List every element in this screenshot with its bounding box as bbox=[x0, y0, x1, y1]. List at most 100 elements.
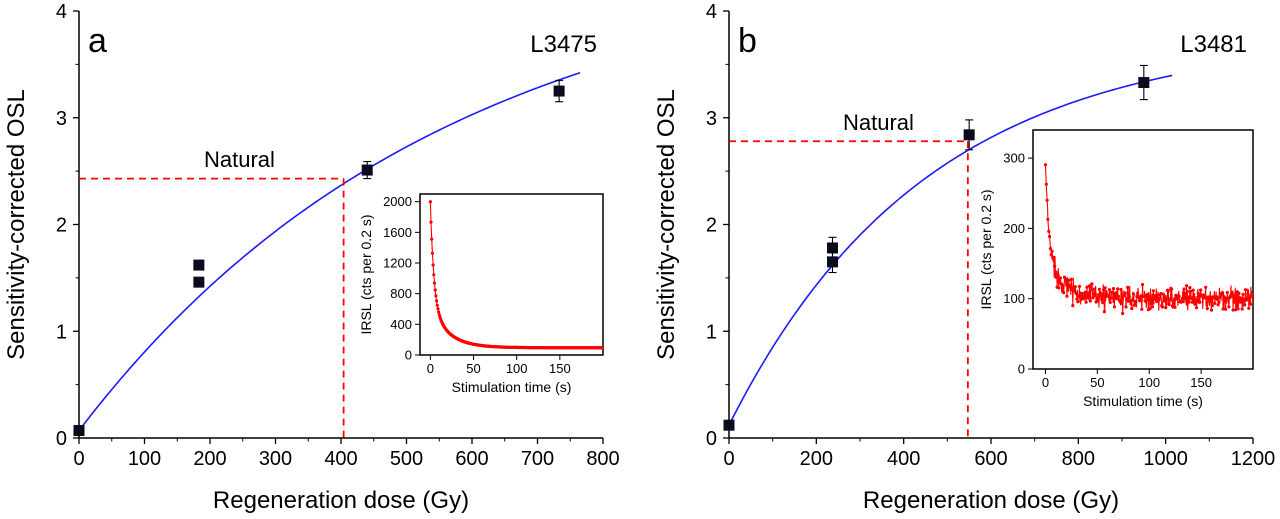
inset-decay-point bbox=[1182, 287, 1186, 291]
inset-decay-point bbox=[433, 288, 437, 292]
inset-decay-point bbox=[1146, 292, 1150, 296]
inset-decay-point bbox=[1205, 307, 1209, 311]
inset-decay-point bbox=[1232, 293, 1236, 297]
inset-decay-point bbox=[1044, 182, 1048, 186]
inset-decay-point bbox=[1046, 217, 1050, 221]
inset-decay-point bbox=[1247, 306, 1251, 310]
inset-decay-point bbox=[435, 303, 439, 307]
inset-decay-point bbox=[1103, 286, 1107, 290]
inset-decay-point bbox=[436, 307, 440, 311]
inset-decay-point bbox=[1217, 300, 1221, 304]
inset-decay-point bbox=[1161, 292, 1165, 296]
inset-decay-point bbox=[1143, 299, 1147, 303]
inset-decay-point bbox=[1065, 294, 1069, 298]
inset-decay-point bbox=[1136, 291, 1140, 295]
inset-decay-point bbox=[1049, 253, 1053, 257]
inset-decay-point bbox=[432, 281, 437, 285]
inset-decay-point bbox=[1199, 288, 1203, 292]
inset-decay-point bbox=[1250, 292, 1253, 296]
x-tick-label: 200 bbox=[800, 448, 833, 470]
inset-y-tick-label: 1600 bbox=[383, 225, 412, 240]
inset-decay-point bbox=[1234, 308, 1238, 312]
panel-label: b bbox=[738, 22, 757, 60]
inset-y-axis-title: IRSL (cts per 0.2 s) bbox=[358, 214, 374, 334]
inset-decay-point bbox=[1167, 302, 1171, 307]
inset-decay-point bbox=[1080, 291, 1084, 295]
inset-decay-point bbox=[1097, 287, 1101, 291]
inset-decay-point bbox=[1141, 283, 1145, 287]
inset-decay-point bbox=[1243, 288, 1248, 292]
inset-decay-point bbox=[1173, 305, 1177, 309]
data-point bbox=[826, 242, 838, 254]
inset-x-tick-label: 150 bbox=[1190, 375, 1212, 390]
inset-decay-point bbox=[1073, 285, 1077, 289]
inset-decay-point bbox=[1151, 289, 1155, 293]
inset-decay-point bbox=[1165, 297, 1169, 301]
inset-decay-point bbox=[1100, 298, 1104, 302]
inset-decay-point bbox=[435, 299, 439, 303]
inset-decay-point bbox=[1190, 296, 1194, 300]
inset-decay-point bbox=[1191, 288, 1195, 292]
inset-chart: 0 50 100 150 0 100 200 300 Stimulation time (s) I… bbox=[978, 129, 1254, 409]
inset-decay-point bbox=[1056, 272, 1060, 277]
natural-label: Natural bbox=[204, 147, 275, 172]
x-tick-label: 1000 bbox=[1143, 448, 1188, 470]
inset-decay-point bbox=[1220, 291, 1224, 295]
inset-x-tick-label: 100 bbox=[1138, 375, 1160, 390]
data-point bbox=[723, 419, 735, 431]
inset-decay-point bbox=[1111, 287, 1116, 291]
inset-decay-point bbox=[1150, 298, 1154, 302]
inset-decay-point bbox=[1115, 290, 1119, 294]
inset-decay-point bbox=[1084, 300, 1088, 304]
inset-decay-point bbox=[1177, 294, 1181, 298]
inset-decay-point bbox=[430, 251, 434, 255]
inset-decay-point bbox=[1050, 249, 1054, 253]
inset-decay-point bbox=[1174, 293, 1178, 297]
x-tick-label: 0 bbox=[73, 448, 84, 470]
inset-decay-point bbox=[1224, 307, 1228, 311]
inset-decay-point bbox=[1093, 292, 1097, 296]
inset-decay-point bbox=[1111, 290, 1115, 294]
y-tick-label: 0 bbox=[706, 428, 717, 450]
inset-decay-point bbox=[432, 273, 436, 277]
inset-x-axis-title: Stimulation time (s) bbox=[452, 379, 572, 395]
x-tick-label: 800 bbox=[586, 448, 619, 470]
inset-decay-point bbox=[1075, 297, 1079, 301]
inset-decay-point bbox=[1138, 299, 1142, 303]
inset-decay-point bbox=[1163, 294, 1167, 299]
inset-decay-point bbox=[430, 237, 434, 241]
inset-decay-point bbox=[1045, 198, 1049, 202]
inset-y-tick-label: 0 bbox=[1018, 362, 1025, 377]
inset-decay-point bbox=[1085, 285, 1089, 289]
inset-decay-point bbox=[1229, 294, 1233, 298]
inset-decay-point bbox=[1238, 300, 1243, 304]
inset-decay-point bbox=[1208, 299, 1212, 303]
inset-decay-point bbox=[1130, 306, 1134, 311]
inset-frame bbox=[419, 193, 604, 356]
sample-label: L3481 bbox=[1180, 31, 1247, 58]
y-tick-label: 3 bbox=[706, 108, 717, 130]
inset-decay-point bbox=[1150, 305, 1155, 309]
inset-decay-curve bbox=[1043, 163, 1253, 316]
x-tick-label: 800 bbox=[1062, 448, 1095, 470]
natural-label: Natural bbox=[843, 110, 914, 135]
x-tick-label: 0 bbox=[723, 448, 734, 470]
data-point bbox=[826, 256, 838, 268]
y-axis-title: Sensitivity-corrected OSL bbox=[3, 89, 30, 360]
inset-decay-point bbox=[1147, 295, 1151, 299]
y-tick-label: 0 bbox=[56, 428, 67, 450]
inset-y-tick-label: 200 bbox=[1003, 221, 1025, 236]
inset-decay-point bbox=[1242, 297, 1246, 301]
inset-decay-point bbox=[1124, 305, 1128, 309]
inset-decay-point bbox=[1187, 300, 1191, 304]
inset-decay-point bbox=[1089, 284, 1093, 288]
data-point bbox=[193, 276, 205, 288]
inset-decay-curve bbox=[428, 200, 603, 350]
inset-decay-point bbox=[1140, 307, 1144, 311]
inset-decay-point bbox=[1104, 291, 1108, 295]
inset-decay-point bbox=[1185, 284, 1189, 288]
x-tick-label: 100 bbox=[128, 448, 161, 470]
inset-decay-point bbox=[1180, 296, 1184, 300]
